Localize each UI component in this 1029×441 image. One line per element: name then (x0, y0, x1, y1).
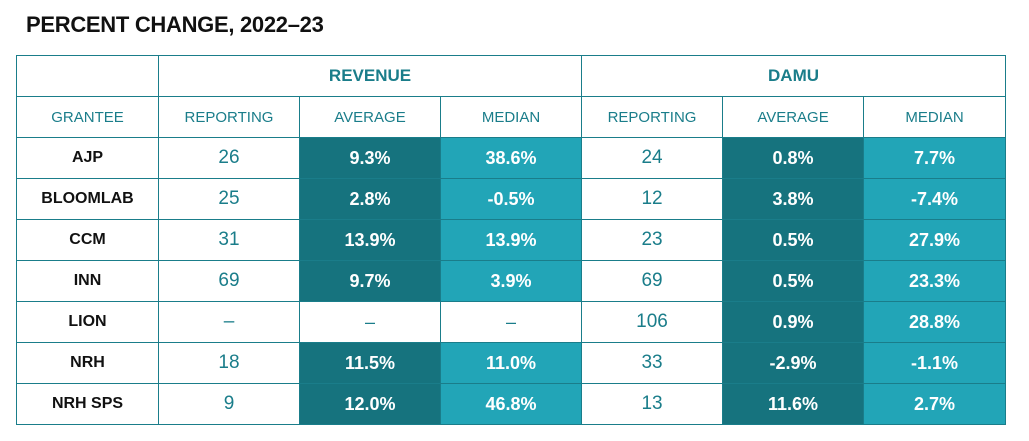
percent-change-table: REVENUE DAMU GRANTEE REPORTING AVERAGE M… (16, 55, 1007, 425)
cell-damu-reporting: 33 (581, 342, 724, 384)
cell-grantee: CCM (16, 219, 159, 261)
cell-damu-median: -1.1% (863, 342, 1007, 384)
cell-grantee: INN (16, 260, 159, 302)
column-header-revenue-average: AVERAGE (299, 96, 441, 138)
cell-revenue-average: 13.9% (299, 219, 441, 261)
cell-damu-median: 2.7% (863, 383, 1007, 425)
cell-grantee: AJP (16, 137, 159, 179)
cell-revenue-median: 13.9% (439, 219, 583, 261)
column-header-damu-average: AVERAGE (722, 96, 865, 138)
cell-damu-average: 0.5% (722, 260, 865, 302)
cell-revenue-median: 46.8% (439, 383, 583, 425)
cell-revenue-reporting: 9 (158, 383, 300, 425)
cell-revenue-reporting: 26 (158, 137, 300, 179)
table-body: AJP 26 9.3% 38.6% 24 0.8% 7.7% BLOOMLAB 25 2.8% -0… (16, 137, 1007, 425)
column-header-damu-median: MEDIAN (863, 96, 1007, 138)
table-row: INN 69 9.7% 3.9% 69 0.5% 23.3% (16, 260, 1007, 302)
column-header-revenue-median: MEDIAN (439, 96, 583, 138)
cell-revenue-average: – (299, 301, 441, 343)
table-row: BLOOMLAB 25 2.8% -0.5% 12 3.8% -7.4% (16, 178, 1007, 220)
cell-damu-average: 11.6% (722, 383, 865, 425)
cell-damu-median: 28.8% (863, 301, 1007, 343)
cell-revenue-median: -0.5% (439, 178, 583, 220)
cell-grantee: BLOOMLAB (16, 178, 159, 220)
cell-damu-reporting: 12 (581, 178, 724, 220)
cell-damu-median: 23.3% (863, 260, 1007, 302)
cell-damu-median: -7.4% (863, 178, 1007, 220)
cell-damu-average: 0.5% (722, 219, 865, 261)
chart-title: PERCENT CHANGE, 2022–23 (26, 12, 324, 37)
table-row: AJP 26 9.3% 38.6% 24 0.8% 7.7% (16, 137, 1007, 179)
cell-damu-median: 7.7% (863, 137, 1007, 179)
cell-damu-reporting: 13 (581, 383, 724, 425)
cell-damu-reporting: 23 (581, 219, 724, 261)
cell-damu-average: 0.8% (722, 137, 865, 179)
group-header-damu: DAMU (581, 55, 1007, 97)
cell-revenue-median: 11.0% (439, 342, 583, 384)
cell-damu-average: 3.8% (722, 178, 865, 220)
cell-revenue-median: 3.9% (439, 260, 583, 302)
column-header-row: GRANTEE REPORTING AVERAGE MEDIAN REPORTI… (16, 96, 1007, 138)
cell-damu-average: 0.9% (722, 301, 865, 343)
cell-damu-reporting: 69 (581, 260, 724, 302)
corner-cell (16, 55, 159, 97)
cell-grantee: LION (16, 301, 159, 343)
cell-revenue-reporting: 25 (158, 178, 300, 220)
cell-damu-average: -2.9% (722, 342, 865, 384)
cell-revenue-reporting: 69 (158, 260, 300, 302)
cell-revenue-average: 12.0% (299, 383, 441, 425)
cell-revenue-median: – (439, 301, 583, 343)
cell-damu-median: 27.9% (863, 219, 1007, 261)
cell-revenue-reporting: 31 (158, 219, 300, 261)
cell-revenue-median: 38.6% (439, 137, 583, 179)
column-header-damu-reporting: REPORTING (581, 96, 724, 138)
cell-grantee: NRH SPS (16, 383, 159, 425)
cell-damu-reporting: 24 (581, 137, 724, 179)
cell-revenue-reporting: – (158, 301, 300, 343)
table-row: NRH SPS 9 12.0% 46.8% 13 11.6% 2.7% (16, 383, 1007, 425)
cell-grantee: NRH (16, 342, 159, 384)
cell-revenue-reporting: 18 (158, 342, 300, 384)
group-header-revenue: REVENUE (157, 55, 583, 97)
group-header-row: REVENUE DAMU (16, 55, 1007, 97)
cell-damu-reporting: 106 (581, 301, 724, 343)
column-header-grantee: GRANTEE (16, 96, 159, 138)
table-row: NRH 18 11.5% 11.0% 33 -2.9% -1.1% (16, 342, 1007, 384)
cell-revenue-average: 11.5% (299, 342, 441, 384)
cell-revenue-average: 2.8% (299, 178, 441, 220)
column-header-revenue-reporting: REPORTING (158, 96, 300, 138)
table-row: CCM 31 13.9% 13.9% 23 0.5% 27.9% (16, 219, 1007, 261)
cell-revenue-average: 9.7% (299, 260, 441, 302)
table-row: LION – – –106 0.9% 28.8% (16, 301, 1007, 343)
cell-revenue-average: 9.3% (299, 137, 441, 179)
